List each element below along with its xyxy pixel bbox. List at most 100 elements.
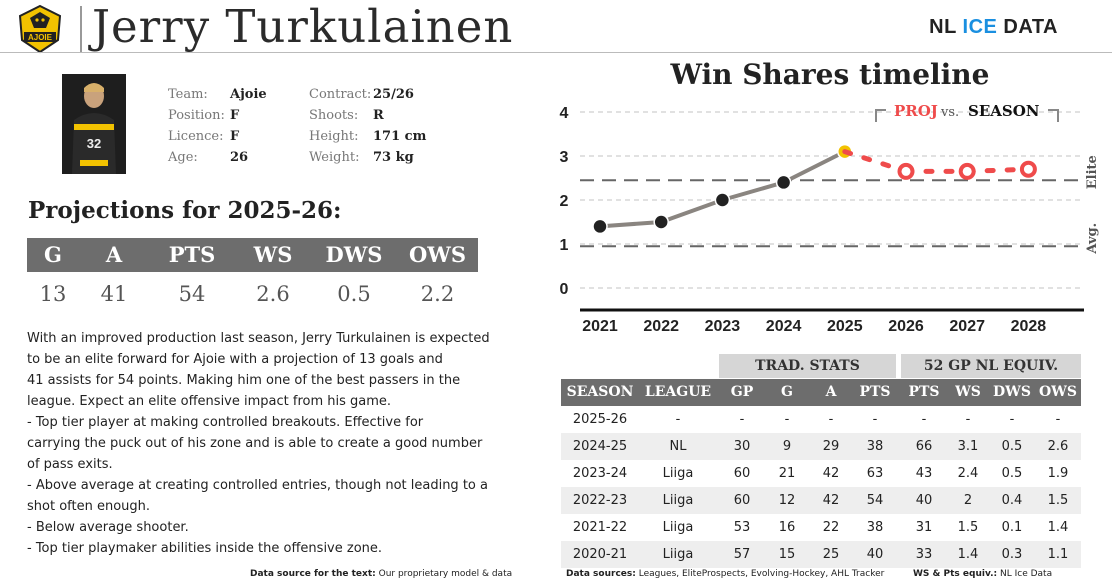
- table-cell: 0.4: [1001, 493, 1023, 508]
- table-cell: 30: [733, 439, 751, 454]
- svg-text:32: 32: [87, 136, 101, 151]
- brand-data: DATA: [997, 16, 1058, 38]
- team-logo: AJOIE: [18, 4, 62, 54]
- desc-line: - Above average at creating controlled e…: [27, 478, 488, 493]
- table-cell: -: [828, 412, 834, 427]
- bio-age: Age: 26: [168, 150, 248, 165]
- ws-source-note: WS & Pts equiv.: NL Ice Data: [913, 569, 1052, 579]
- table-cell: 0.1: [1001, 520, 1023, 535]
- th-dws: DWS: [993, 384, 1031, 400]
- ws-source-value: NL Ice Data: [999, 569, 1053, 579]
- table-cell: 63: [866, 466, 884, 481]
- projections-title: Projections for 2025-26:: [28, 197, 342, 224]
- table-cell: 42: [822, 493, 840, 508]
- x-tick-label: 2021: [582, 318, 618, 335]
- table-cell: -: [1055, 412, 1061, 427]
- th-league: LEAGUE: [644, 384, 712, 400]
- table-cell: 42: [822, 466, 840, 481]
- table-cell: 38: [866, 439, 884, 454]
- bio-position-label: Position:: [168, 108, 225, 123]
- proj-point: [897, 162, 915, 180]
- brand-ice: ICE: [962, 16, 998, 38]
- table-cell: -: [784, 412, 790, 427]
- proj-value-ows: 2.2: [420, 282, 455, 306]
- table-row: 2024-25 NL 30 9 29 38 66 3.1 0.5 2.6: [561, 433, 1081, 460]
- table-row: 2022-23 Liiga 60 12 42 54 40 2 0.4 1.5: [561, 487, 1081, 514]
- th-equiv-pts: PTS: [908, 384, 940, 400]
- bio-age-label: Age:: [168, 150, 198, 165]
- desc-line: of pass exits.: [27, 457, 113, 472]
- table-cell: 1.5: [1047, 493, 1069, 508]
- table-cell: -: [872, 412, 878, 427]
- x-tick-label: 2028: [1011, 318, 1047, 335]
- data-source-value: Leagues, EliteProspects, Evolving-Hockey…: [638, 569, 885, 579]
- table-cell: 31: [915, 520, 933, 535]
- proj-value-ws: 2.6: [256, 282, 290, 306]
- table-cell: 38: [866, 520, 884, 535]
- proj-header-ows: OWS: [408, 242, 467, 267]
- y-tick-label: 4: [560, 105, 569, 122]
- data-source-label: Data sources:: [566, 569, 636, 579]
- proj-point: [958, 162, 976, 180]
- proj-value-a: 41: [100, 282, 128, 306]
- player-name: Jerry Turkulainen: [92, 0, 514, 53]
- th-ws: WS: [955, 384, 981, 400]
- table-cell: 40: [915, 493, 933, 508]
- table-cell: 54: [866, 493, 884, 508]
- table-cell: Liiga: [662, 547, 694, 562]
- desc-line: - Top tier playmaker abilities inside th…: [27, 541, 383, 556]
- bio-age-value: 26: [230, 150, 249, 165]
- season-point: [653, 214, 669, 230]
- bio-team-label: Team:: [168, 87, 208, 102]
- stats-table-header: SEASON LEAGUE GP G A PTS PTS WS DWS OWS: [561, 379, 1081, 406]
- bio-height: Height: 171 cm: [309, 129, 426, 144]
- x-tick-label: 2027: [949, 318, 985, 335]
- bio-licence-label: Licence:: [168, 129, 224, 144]
- table-cell: -: [675, 412, 681, 427]
- table-row: 2020-21 Liiga 57 15 25 40 33 1.4 0.3 1.1: [561, 541, 1081, 568]
- x-tick-label: 2025: [827, 318, 863, 335]
- x-tick-label: 2024: [766, 318, 802, 335]
- desc-line: - Top tier player at making controlled b…: [27, 415, 424, 430]
- table-cell: 1.5: [957, 520, 979, 535]
- header-rule: [0, 52, 1112, 53]
- bio-weight: Weight: 73 kg: [309, 150, 414, 165]
- bio-team: Team: Ajoie: [168, 87, 267, 102]
- table-cell: 2022-23: [572, 493, 628, 508]
- season-series-line: [599, 149, 846, 229]
- legend-bracket-right: [1048, 109, 1059, 122]
- table-cell: 9: [782, 439, 792, 454]
- th-season: SEASON: [566, 384, 634, 400]
- proj-value-g: 13: [39, 282, 67, 306]
- y-tick-label: 1: [560, 237, 569, 254]
- y-tick-label: 0: [560, 281, 569, 298]
- desc-line: - Below average shooter.: [27, 520, 189, 535]
- projections-header: G A PTS WS DWS OWS: [27, 238, 478, 272]
- brand-nl: NL: [929, 16, 963, 38]
- table-cell: Liiga: [662, 520, 694, 535]
- proj-header-pts: PTS: [168, 242, 216, 267]
- table-cell: 33: [915, 547, 933, 562]
- desc-line: With an improved production last season,…: [27, 331, 490, 346]
- table-cell: 25: [822, 547, 840, 562]
- table-cell: 1.1: [1047, 547, 1069, 562]
- table-cell: 22: [822, 520, 840, 535]
- legend-proj: PROJ: [894, 102, 938, 120]
- table-cell: 1.9: [1047, 466, 1069, 481]
- table-cell: 2020-21: [572, 547, 628, 562]
- reference-label: Avg.: [1085, 223, 1100, 255]
- table-cell: 1.4: [1047, 520, 1069, 535]
- th-gp: GP: [730, 384, 754, 400]
- data-source-note: Data sources: Leagues, EliteProspects, E…: [566, 569, 884, 579]
- bio-height-value: 171 cm: [373, 129, 427, 144]
- legend-vs: vs.: [940, 105, 959, 120]
- ws-source-label: WS & Pts equiv.:: [913, 569, 998, 579]
- bio-shoots: Shoots: R: [309, 108, 384, 123]
- legend-season: SEASON: [968, 102, 1040, 120]
- proj-header-ws: WS: [253, 242, 293, 267]
- desc-line: 41 assists for 54 points. Making him one…: [27, 373, 461, 388]
- proj-header-a: A: [105, 242, 123, 267]
- header-divider: [80, 6, 82, 52]
- table-cell: 3.1: [957, 439, 979, 454]
- y-tick-label: 2: [560, 193, 569, 210]
